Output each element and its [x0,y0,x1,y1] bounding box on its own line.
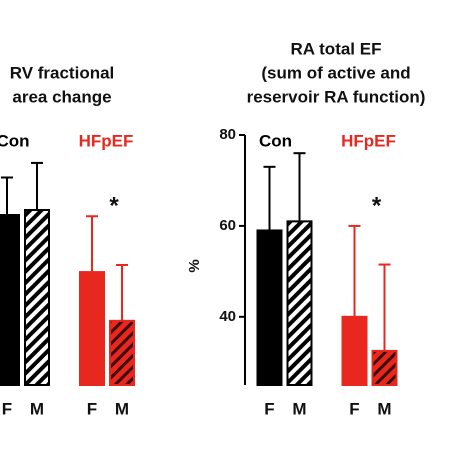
y-tick-label: 40 [219,308,236,325]
y-axis-label: % [186,259,203,272]
chart-title: area change [12,87,111,106]
x-tick-label: M [377,399,391,418]
chart-title: RA total EF [291,39,382,58]
legend-label: HFpEF [341,131,396,150]
chart-title: (sum of active and [261,63,410,82]
chart-title: RV fractional [10,63,115,82]
chart-title: reservoir RA function) [247,87,426,106]
y-tick-label: 80 [219,126,236,143]
x-tick-label: M [115,399,129,418]
x-tick-label: M [30,399,44,418]
bar [24,209,50,386]
bar [109,319,135,387]
bar [371,349,398,386]
annotation: * [109,192,119,219]
y-tick-label: 60 [219,217,236,234]
bar [341,315,368,386]
annotation: * [372,192,382,219]
x-tick-label: M [292,399,306,418]
bar [286,220,313,386]
legend-label: HFpEF [79,131,134,150]
bar [79,271,105,387]
x-tick-label: F [87,399,97,418]
legend-label: Con [0,131,30,150]
bar [256,229,283,386]
bar [0,214,20,386]
legend-label: Con [259,131,292,150]
x-tick-label: F [2,399,12,418]
x-tick-label: F [349,399,359,418]
x-tick-label: F [264,399,274,418]
